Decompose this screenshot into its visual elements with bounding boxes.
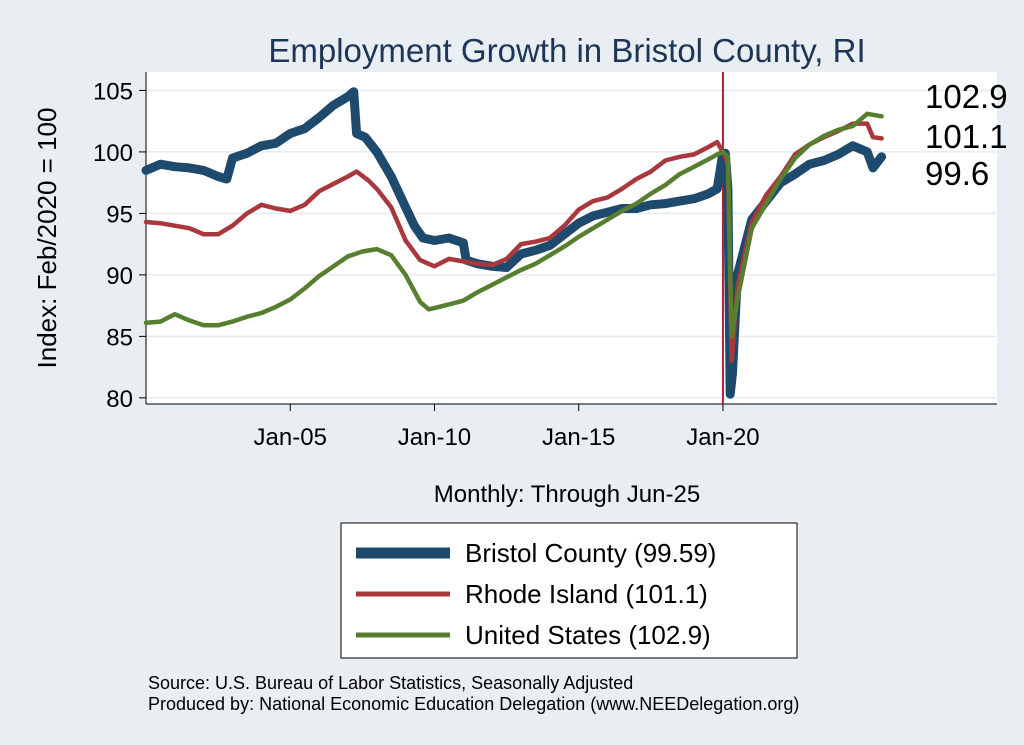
y-tick-label: 95 <box>106 201 133 228</box>
plot-area <box>146 72 997 404</box>
x-axis-label: Monthly: Through Jun-25 <box>434 481 700 508</box>
producer-note: Produced by: National Economic Education… <box>148 694 799 714</box>
legend-label: Rhode Island (101.1) <box>465 579 708 609</box>
y-tick-label: 85 <box>106 324 133 351</box>
series-line-1 <box>143 121 884 364</box>
legend: Bristol County (99.59) Rhode Island (101.… <box>340 522 798 659</box>
x-tick-label: Jan-05 <box>254 424 327 451</box>
end-value-label: 102.9 <box>925 78 1008 115</box>
x-tick-label: Jan-20 <box>686 424 759 451</box>
end-value-label: 99.6 <box>925 155 989 192</box>
y-axis-label: Index: Feb/2020 = 100 <box>32 108 62 369</box>
y-tick-label: 105 <box>93 78 133 105</box>
chart-title: Employment Growth in Bristol County, RI <box>268 32 865 69</box>
y-tick-label: 80 <box>106 386 133 413</box>
source-note: Source: U.S. Bureau of Labor Statistics,… <box>148 673 633 693</box>
end-value-label: 101.1 <box>925 118 1008 155</box>
legend-label: Bristol County (99.59) <box>465 538 716 568</box>
series-line-2 <box>143 111 884 339</box>
x-tick-label: Jan-15 <box>542 424 615 451</box>
legend-label: United States (102.9) <box>465 620 711 650</box>
y-tick-label: 100 <box>93 140 133 167</box>
y-tick-label: 90 <box>106 263 133 290</box>
x-tick-label: Jan-10 <box>398 424 471 451</box>
